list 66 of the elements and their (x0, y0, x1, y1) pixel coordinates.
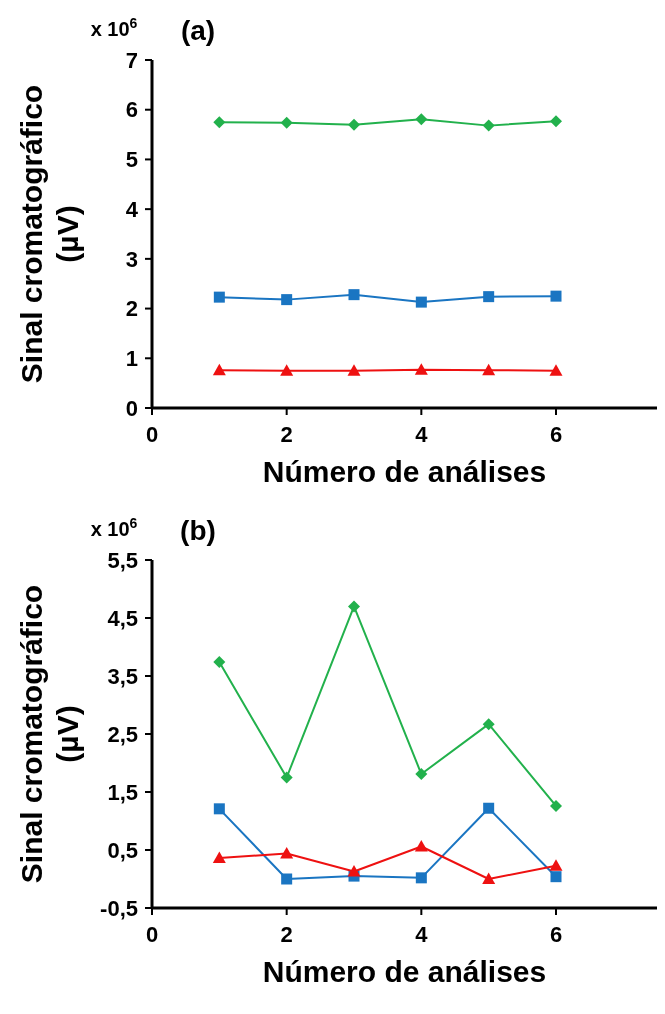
point (414, 363, 428, 375)
point (280, 116, 293, 129)
point (213, 803, 225, 815)
point (483, 291, 495, 303)
y-tick-label: -0,5 (100, 895, 138, 921)
x-tick-label: 4 (415, 922, 429, 947)
chart-title: (b) (180, 515, 216, 546)
point (212, 363, 226, 376)
y-tick-label: 0 (125, 395, 138, 421)
point (213, 291, 225, 303)
x-axis-title: Número de análises (262, 455, 547, 488)
point (212, 851, 226, 864)
x-tick-label: 0 (145, 922, 159, 947)
chart-title: (a) (180, 15, 216, 46)
y-tick-label: 4 (125, 196, 139, 222)
point (415, 113, 428, 126)
y-tick-label: 6 (125, 97, 138, 123)
point (483, 802, 495, 814)
point (213, 656, 226, 669)
point (550, 799, 562, 812)
x-tick-label: 6 (549, 922, 563, 947)
x-axis-title: Número de análises (262, 955, 547, 988)
point (347, 364, 361, 376)
point (549, 859, 563, 871)
point (281, 294, 293, 306)
point (414, 840, 428, 852)
point (280, 771, 293, 784)
text: x 10$^{6}$ (90, 15, 138, 40)
x-tick-label: 2 (280, 922, 293, 947)
y-tick-label: 5 (125, 147, 138, 173)
x-tick-label: 0 (145, 422, 159, 447)
point (280, 364, 294, 376)
y-tick-label: 2,5 (107, 721, 138, 747)
y-axis-title: Sinal cromatográfico (µV) (15, 84, 84, 384)
point (281, 873, 293, 885)
point (482, 718, 495, 731)
point (550, 871, 562, 883)
x-tick-label: 6 (549, 422, 563, 447)
point (348, 600, 360, 613)
y-tick-label: 7 (125, 47, 138, 73)
x-tick-label: 4 (415, 422, 429, 447)
point (347, 864, 361, 877)
point (482, 119, 495, 132)
text: x 10$^{6}$ (90, 515, 138, 540)
point (550, 290, 562, 302)
point (550, 115, 562, 128)
y-tick-label: 2 (125, 296, 138, 322)
x-tick-label: 2 (280, 422, 293, 447)
y-tick-label: 5,5 (107, 547, 138, 573)
y-tick-label: 4,5 (107, 605, 138, 631)
y-tick-label: 3,5 (107, 663, 138, 689)
point (482, 363, 496, 376)
y-tick-label: 3 (125, 246, 138, 272)
point (415, 872, 427, 884)
point (415, 296, 427, 308)
y-tick-label: 1 (125, 345, 138, 371)
point (348, 118, 360, 131)
point (482, 872, 496, 884)
point (348, 289, 360, 301)
point (280, 846, 294, 859)
y-axis-title: Sinal cromatográfico (µV) (15, 584, 84, 884)
point (549, 364, 563, 376)
y-tick-label: 1,5 (107, 779, 138, 805)
point (415, 768, 428, 781)
y-tick-label: 0,5 (107, 837, 138, 863)
point (213, 116, 226, 129)
